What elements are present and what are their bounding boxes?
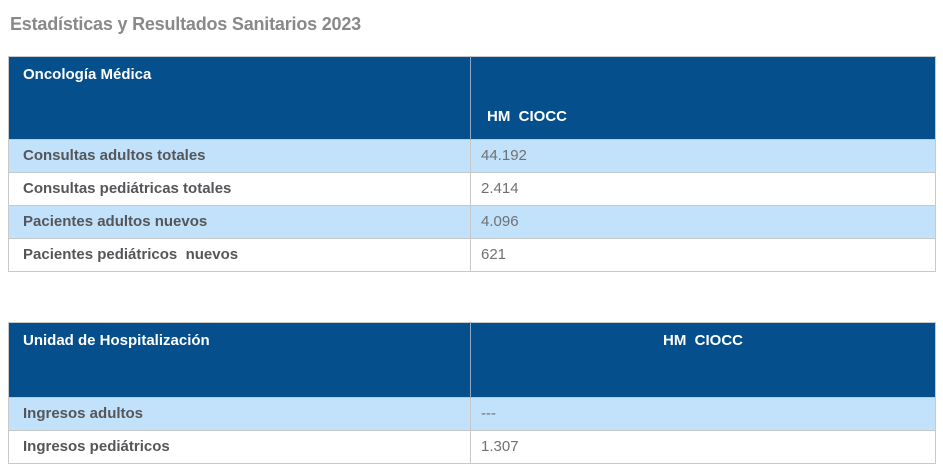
header-row: Unidad de Hospitalización HM CIOCC [8, 322, 936, 398]
table-row: Ingresos adultos --- [8, 397, 936, 431]
table-title-hospitalizacion: Unidad de Hospitalización [8, 322, 471, 398]
column-header-hm-ciocc: HM CIOCC [470, 56, 936, 140]
row-value: 44.192 [470, 139, 936, 173]
row-value: 2.414 [470, 172, 936, 206]
oncology-table: Oncología Médica HM CIOCC Consultas adul… [8, 56, 936, 272]
header-row: Oncología Médica HM CIOCC [8, 56, 936, 140]
row-label: Consultas pediátricas totales [8, 172, 471, 206]
row-label: Pacientes adultos nuevos [8, 205, 471, 239]
row-value: 1.307 [470, 430, 936, 464]
row-value: 4.096 [470, 205, 936, 239]
table-row: Consultas pediátricas totales 2.414 [8, 172, 936, 206]
oncology-table-header: Oncología Médica HM CIOCC [8, 56, 936, 140]
row-label: Consultas adultos totales [8, 139, 471, 173]
oncology-table-body: Consultas adultos totales 44.192 Consult… [8, 139, 936, 272]
row-label: Ingresos pediátricos [8, 430, 471, 464]
column-header-hm-ciocc: HM CIOCC [470, 322, 936, 398]
table-row: Ingresos pediátricos 1.307 [8, 430, 936, 464]
table-row: Consultas adultos totales 44.192 [8, 139, 936, 173]
table-row: Pacientes pediátricos nuevos 621 [8, 238, 936, 272]
page-title: Estadísticas y Resultados Sanitarios 202… [10, 14, 361, 34]
hospitalization-table: Unidad de Hospitalización HM CIOCC Ingre… [8, 322, 936, 464]
row-label: Pacientes pediátricos nuevos [8, 238, 471, 272]
table-row: Pacientes adultos nuevos 4.096 [8, 205, 936, 239]
row-label: Ingresos adultos [8, 397, 471, 431]
hospitalization-table-body: Ingresos adultos --- Ingresos pediátrico… [8, 397, 936, 464]
row-value: --- [470, 397, 936, 431]
row-value: 621 [470, 238, 936, 272]
hospitalization-table-header: Unidad de Hospitalización HM CIOCC [8, 322, 936, 398]
table-title-oncologia: Oncología Médica [8, 56, 471, 140]
